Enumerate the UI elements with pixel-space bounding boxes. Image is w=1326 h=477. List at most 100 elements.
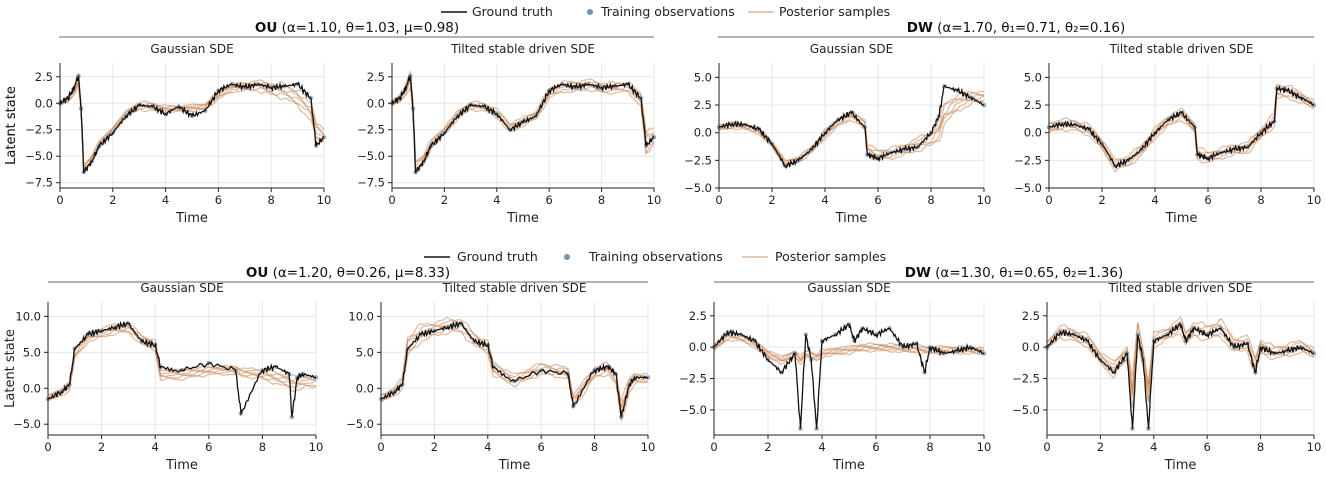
y-tick-label: −5.0	[684, 181, 712, 195]
y-tick-label: 2.5	[1022, 309, 1040, 323]
group-name: DW	[907, 20, 933, 36]
posterior-sample-line	[391, 79, 655, 172]
x-tick-label: 6	[1204, 193, 1211, 207]
x-tick-label: 10	[1307, 440, 1322, 454]
group-title-ou-top: OU (α=1.10, θ=1.03, μ=0.98)	[59, 20, 654, 38]
subplot-1: Gaussian SDE 0 2 4 6 8 10 2.5 0.0 −2.5 −5.0 −7.5 Tim…	[4, 42, 331, 226]
y-tick-label: −2.5	[684, 153, 712, 167]
observation-point	[981, 102, 987, 108]
x-tick-label: 2	[98, 440, 105, 454]
posterior-sample-line	[1046, 333, 1315, 408]
x-tick-label: 6	[874, 193, 881, 207]
legend-label-posterior-samples: Posterior samples	[775, 249, 886, 264]
ground-truth-line	[47, 320, 317, 418]
posterior-sample-line	[1046, 325, 1315, 394]
x-tick-label: 8	[591, 440, 598, 454]
group-name: OU	[255, 20, 277, 36]
ground-truth-line	[718, 84, 985, 169]
x-tick-label: 8	[926, 440, 933, 454]
group-title-dw-bottom: DW (α=1.30, θ₁=0.65, θ₂=1.36)	[714, 265, 1314, 283]
y-tick-label: −7.5	[25, 176, 53, 190]
x-tick-label: 10	[309, 440, 324, 454]
legend-label-training-observations: Training observations	[600, 4, 735, 19]
legend-bottom: Ground truth Training observations Poste…	[424, 249, 886, 264]
group-params: (α=1.30, θ₁=0.65, θ₂=1.36)	[931, 265, 1123, 281]
y-tick-label: −5.0	[1014, 181, 1042, 195]
ground-truth-line	[59, 75, 325, 174]
posterior-sample-line	[380, 329, 649, 423]
x-axis-label: Time	[835, 211, 868, 226]
x-tick-label: 0	[710, 440, 717, 454]
x-tick-label: 8	[1257, 440, 1264, 454]
x-tick-label: 10	[1307, 193, 1322, 207]
subplot-5: Gaussian SDE 0 2 4 6 8 10 10.0 5.0 0.0 −5.0 Time Lat…	[3, 281, 323, 473]
subplot-title: Gaussian SDE	[140, 281, 223, 295]
y-tick-label: 0.0	[356, 381, 374, 395]
x-tick-label: 10	[647, 193, 662, 207]
y-tick-label: −5.0	[25, 149, 53, 163]
y-tick-label: 2.5	[367, 70, 385, 84]
y-tick-label: 0.0	[367, 96, 385, 110]
y-tick-label: −2.5	[1012, 372, 1040, 386]
y-tick-label: −5.0	[679, 403, 707, 417]
legend-label-ground-truth: Ground truth	[457, 249, 538, 264]
y-axis-label: Latent state	[3, 329, 18, 408]
y-tick-label: 5.0	[356, 345, 374, 359]
legend-top: Ground truth Training observations Poste…	[441, 4, 890, 19]
svg-text:OU (α=1.10, θ=1.03, μ=0.98): OU (α=1.10, θ=1.03, μ=0.98)	[255, 20, 459, 36]
y-tick-label: 0.0	[1024, 126, 1042, 140]
subplot-6: Tilted stable driven SDE 0 2 4 6 8 10 10.0 5.0 0.…	[346, 281, 655, 473]
subplots: Gaussian SDE 0 2 4 6 8 10 2.5 0.0 −2.5 −5.0 −7.5 Tim…	[3, 42, 1321, 473]
x-axis-label: Time	[1165, 211, 1198, 226]
ground-truth-line	[713, 322, 984, 429]
posterior-samples	[713, 331, 985, 366]
posterior-sample-line	[718, 90, 984, 161]
x-tick-label: 0	[1043, 440, 1050, 454]
ground-truth-line	[391, 75, 655, 174]
subplot-title: Gaussian SDE	[810, 42, 893, 56]
y-tick-label: 0.0	[23, 381, 41, 395]
x-tick-label: 2	[1098, 193, 1105, 207]
subplot-8: Tilted stable driven SDE 0 2 4 6 8 10 2.5 0.0 −2.…	[1012, 281, 1321, 473]
svg-text:OU (α=1.20, θ=0.26, μ=8.33): OU (α=1.20, θ=0.26, μ=8.33)	[246, 265, 450, 281]
y-axis-label: Latent state	[4, 86, 19, 165]
observation-point	[1311, 102, 1317, 108]
x-tick-label: 0	[1045, 193, 1052, 207]
x-axis-label: Time	[165, 458, 198, 473]
posterior-sample-line	[1046, 315, 1315, 384]
x-tick-label: 4	[821, 193, 828, 207]
legend-label-posterior-samples: Posterior samples	[779, 4, 890, 19]
training-observations	[57, 73, 327, 175]
x-tick-label: 0	[377, 440, 384, 454]
group-params: (α=1.20, θ=0.26, μ=8.33)	[268, 265, 450, 281]
group-title-dw-top: DW (α=1.70, θ₁=0.71, θ₂=0.16)	[718, 20, 1314, 38]
y-tick-label: −5.0	[357, 149, 385, 163]
x-tick-label: 4	[818, 440, 825, 454]
subplot-title: Tilted stable driven SDE	[442, 281, 587, 295]
x-tick-label: 6	[872, 440, 879, 454]
y-tick-label: −5.0	[346, 417, 374, 431]
subplot-title: Gaussian SDE	[150, 42, 233, 56]
x-tick-label: 4	[1151, 193, 1158, 207]
posterior-sample-line	[380, 326, 649, 419]
x-tick-label: 2	[768, 193, 775, 207]
x-axis-label: Time	[1164, 458, 1197, 473]
grid	[391, 63, 655, 188]
x-axis-label: Time	[175, 211, 208, 226]
group-name: OU	[246, 265, 268, 281]
legend-label-ground-truth: Ground truth	[472, 4, 553, 19]
ground-truth-line	[380, 320, 649, 418]
subplot-7: Gaussian SDE 0 2 4 6 8 10 2.5 0.0 −2.5 −5.0 Time	[679, 281, 991, 473]
subplot-4: Tilted stable driven SDE 0 2 4 6 8 10 5.0 2.5 0.0…	[1014, 42, 1321, 226]
x-tick-label: 8	[259, 440, 266, 454]
group-params: (α=1.70, θ₁=0.71, θ₂=0.16)	[933, 20, 1125, 36]
y-tick-label: 2.5	[35, 70, 53, 84]
y-tick-label: 0.0	[35, 96, 53, 110]
x-tick-label: 4	[493, 193, 500, 207]
legend-label-training-observations: Training observations	[588, 249, 723, 264]
x-tick-label: 2	[431, 440, 438, 454]
x-tick-label: 6	[205, 440, 212, 454]
x-tick-label: 10	[317, 193, 332, 207]
subplot-title: Tilted stable driven SDE	[1109, 42, 1254, 56]
